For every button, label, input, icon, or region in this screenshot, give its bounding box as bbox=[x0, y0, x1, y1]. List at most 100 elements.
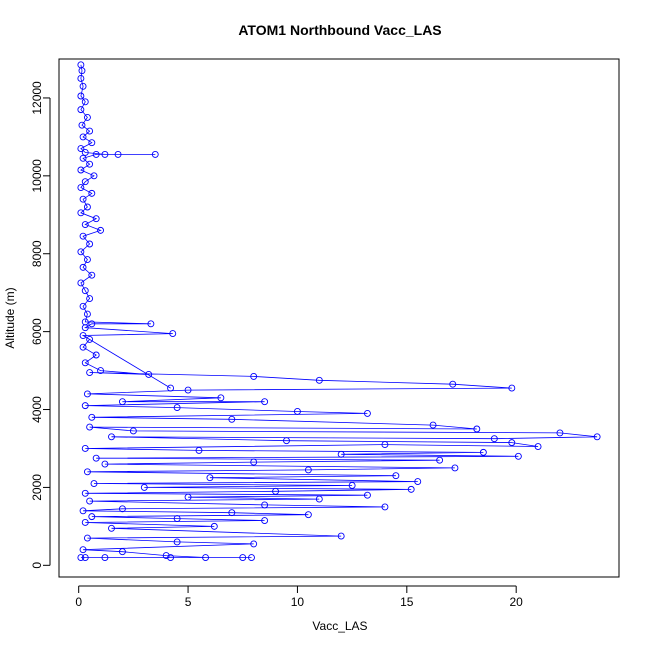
data-point-131 bbox=[239, 554, 247, 561]
data-point-29 bbox=[81, 221, 89, 228]
data-point-9 bbox=[86, 127, 94, 135]
data-point-41 bbox=[83, 310, 91, 318]
data-point-14 bbox=[101, 150, 109, 158]
data-point-48 bbox=[167, 384, 175, 392]
data-point-68 bbox=[363, 409, 371, 417]
data-point-94 bbox=[83, 468, 91, 476]
data-point-104 bbox=[363, 491, 371, 499]
data-point-63 bbox=[118, 398, 126, 406]
y-tick-label-1: 2000 bbox=[30, 474, 44, 501]
data-point-109 bbox=[381, 503, 389, 511]
plot-frame bbox=[58, 58, 620, 578]
data-point-79 bbox=[283, 437, 290, 445]
data-point-110 bbox=[118, 505, 126, 513]
data-point-7 bbox=[83, 113, 91, 121]
data-point-120 bbox=[337, 532, 345, 540]
y-tick-label-5: 10000 bbox=[30, 159, 44, 193]
data-point-117 bbox=[81, 519, 89, 526]
data-point-37 bbox=[77, 279, 85, 287]
data-point-132 bbox=[248, 554, 255, 561]
data-point-108 bbox=[261, 501, 269, 509]
data-point-93 bbox=[304, 466, 312, 474]
data-point-61 bbox=[83, 390, 91, 398]
data-point-55 bbox=[86, 369, 94, 376]
data-point-50 bbox=[79, 343, 87, 351]
data-point-65 bbox=[81, 402, 89, 410]
data-point-121 bbox=[83, 534, 91, 542]
data-point-90 bbox=[250, 458, 258, 466]
data-point-38 bbox=[81, 287, 89, 295]
data-point-125 bbox=[118, 548, 126, 556]
data-point-59 bbox=[508, 384, 516, 392]
data-point-111 bbox=[79, 507, 87, 515]
x-axis: 0 5 10 15 20 bbox=[75, 585, 524, 609]
data-point-97 bbox=[414, 478, 422, 486]
data-point-78 bbox=[108, 433, 115, 441]
data-point-122 bbox=[173, 538, 181, 546]
data-point-113 bbox=[304, 511, 312, 519]
data-point-69 bbox=[88, 413, 96, 421]
x-axis-label: Vacc_LAS bbox=[312, 619, 367, 633]
data-point-103 bbox=[81, 489, 89, 497]
series-line bbox=[80, 64, 598, 558]
data-point-49 bbox=[86, 335, 94, 343]
data-point-57 bbox=[315, 376, 323, 384]
data-point-24 bbox=[88, 189, 96, 197]
data-point-5 bbox=[81, 98, 89, 106]
data-point-10 bbox=[79, 133, 87, 141]
data-point-32 bbox=[86, 240, 94, 248]
data-point-76 bbox=[593, 433, 601, 441]
data-point-54 bbox=[145, 371, 153, 378]
y-axis-label: Altitude (m) bbox=[3, 287, 17, 348]
data-point-86 bbox=[337, 450, 345, 458]
data-point-83 bbox=[81, 445, 89, 452]
data-point-115 bbox=[173, 515, 181, 523]
x-tick-label-1: 5 bbox=[185, 595, 192, 609]
data-point-13 bbox=[81, 149, 89, 156]
data-point-56 bbox=[250, 372, 258, 380]
x-tick-label-0: 0 bbox=[75, 595, 82, 609]
data-point-2 bbox=[77, 75, 85, 82]
x-tick-label-4: 20 bbox=[510, 595, 524, 609]
data-point-22 bbox=[81, 178, 89, 186]
data-series bbox=[77, 61, 601, 561]
data-point-127 bbox=[202, 554, 210, 561]
data-point-96 bbox=[206, 474, 214, 482]
data-point-20 bbox=[77, 166, 85, 174]
data-point-81 bbox=[534, 443, 542, 450]
data-point-17 bbox=[92, 150, 100, 158]
y-tick-label-0: 0 bbox=[30, 562, 44, 569]
data-point-89 bbox=[436, 456, 444, 464]
data-point-101 bbox=[407, 485, 415, 493]
data-point-74 bbox=[129, 427, 137, 435]
data-point-26 bbox=[83, 203, 91, 211]
data-point-105 bbox=[184, 493, 192, 501]
data-point-27 bbox=[77, 209, 85, 217]
y-tick-label-4: 8000 bbox=[30, 240, 44, 267]
data-point-114 bbox=[88, 513, 96, 521]
data-point-99 bbox=[348, 482, 356, 489]
data-point-52 bbox=[81, 359, 89, 367]
data-point-124 bbox=[79, 546, 87, 554]
data-point-43 bbox=[147, 320, 155, 328]
data-point-85 bbox=[479, 448, 487, 456]
data-point-16 bbox=[114, 150, 122, 158]
data-point-44 bbox=[88, 320, 96, 328]
data-point-19 bbox=[86, 160, 94, 168]
data-point-95 bbox=[392, 472, 400, 480]
data-point-31 bbox=[79, 232, 87, 240]
data-point-45 bbox=[81, 324, 89, 332]
data-point-129 bbox=[101, 554, 109, 561]
data-point-130 bbox=[77, 554, 85, 561]
data-point-4 bbox=[77, 92, 85, 100]
data-point-36 bbox=[88, 271, 96, 279]
data-point-53 bbox=[97, 367, 105, 375]
y-tick-label-3: 6000 bbox=[30, 318, 44, 345]
y-tick-label-6: 12000 bbox=[30, 81, 44, 115]
data-point-88 bbox=[92, 454, 100, 462]
data-point-75 bbox=[556, 429, 564, 437]
data-point-107 bbox=[86, 497, 94, 505]
data-point-72 bbox=[473, 425, 481, 433]
data-point-128 bbox=[167, 554, 175, 561]
data-point-6 bbox=[77, 106, 85, 114]
